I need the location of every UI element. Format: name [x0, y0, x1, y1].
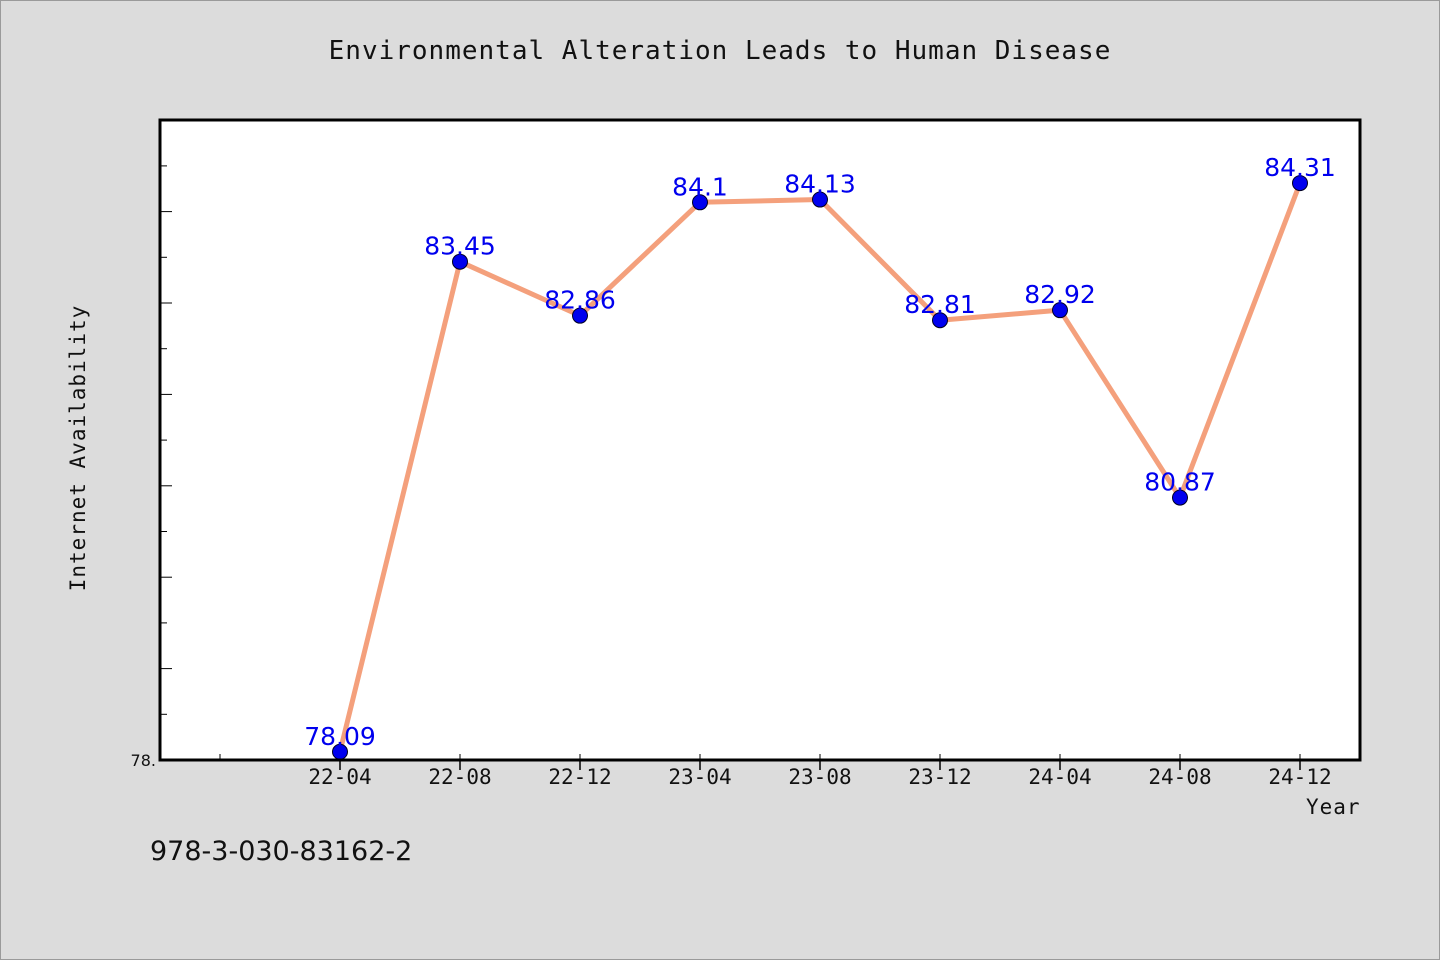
data-label: 82.81 [904, 290, 976, 319]
chart-title: Environmental Alteration Leads to Human … [328, 36, 1112, 66]
data-label: 78.09 [304, 722, 376, 751]
data-label: 84.13 [784, 170, 856, 199]
x-tick-label: 24-04 [1028, 765, 1091, 789]
data-label: 80.87 [1144, 468, 1216, 497]
plot-border [158, 118, 1362, 762]
x-tick-label: 22-12 [548, 765, 611, 789]
plot-area [160, 120, 1360, 760]
data-point [452, 253, 468, 270]
x-tick-label: 24-08 [1148, 765, 1211, 789]
x-tick-label: 22-08 [428, 765, 491, 789]
x-tick-label: 23-04 [668, 765, 731, 789]
data-point [692, 194, 708, 211]
series-markers [332, 175, 1308, 760]
data-labels: 78.09 83.45 82.86 84.1 84.13 82.81 82.92 80.87 8… [304, 153, 1336, 751]
x-tick-label: 22-04 [308, 765, 371, 789]
data-point [812, 191, 828, 208]
data-point [1052, 302, 1068, 319]
data-label: 84.1 [672, 172, 728, 201]
footer-isbn: 978-3-030-83162-2 [150, 836, 413, 867]
y-tick-label: 78. [131, 751, 156, 770]
x-axis-ticks: 22-04 22-08 22-12 23-04 23-08 23-12 24-04 24-08… [219, 754, 1332, 789]
data-label: 83.45 [424, 232, 496, 261]
data-label: 82.92 [1024, 280, 1096, 309]
data-label: 82.86 [544, 286, 616, 315]
x-axis-label: Year [1306, 795, 1361, 819]
data-point [572, 307, 588, 324]
x-tick-label: 24-12 [1268, 765, 1331, 789]
data-point [1292, 175, 1308, 192]
x-tick-label: 23-12 [908, 765, 971, 789]
data-label: 84.31 [1264, 153, 1336, 182]
data-point [1172, 489, 1188, 506]
x-tick-label: 23-08 [788, 765, 851, 789]
data-point [932, 312, 948, 329]
